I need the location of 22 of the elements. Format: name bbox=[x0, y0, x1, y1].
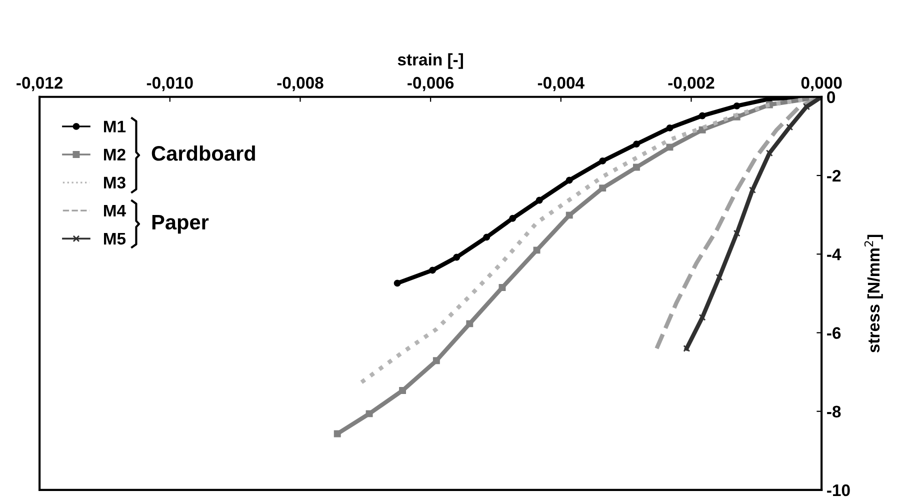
legend-label: M1 bbox=[104, 120, 126, 132]
x-tick-label: -0,004 bbox=[538, 76, 584, 92]
y-tick-label: 0 bbox=[827, 91, 836, 104]
y-axis-title: stress [N/mm$^{2}$] bbox=[864, 234, 883, 352]
y-tick-label: -4 bbox=[827, 248, 842, 260]
annotation: Cardboard bbox=[152, 146, 255, 161]
x-tick-label: -0,010 bbox=[146, 76, 193, 92]
x-tick-label: -0,012 bbox=[16, 76, 63, 92]
legend-label: M2 bbox=[104, 148, 126, 160]
annotation: Paper bbox=[152, 215, 209, 234]
y-tick-label: -8 bbox=[827, 406, 841, 418]
y-tick-label: -6 bbox=[827, 327, 841, 339]
x-tick-label: -0,008 bbox=[277, 76, 324, 92]
legend-label: M3 bbox=[104, 176, 126, 189]
legend-label: M4 bbox=[104, 204, 126, 216]
x-tick-label: -0,006 bbox=[408, 76, 454, 92]
legend-label: M5 bbox=[104, 232, 126, 245]
y-tick-label: -2 bbox=[827, 170, 841, 182]
x-tick-label: -0,002 bbox=[668, 76, 714, 92]
y-tick-label: -10 bbox=[827, 484, 850, 496]
x-axis-title: strain [-] bbox=[398, 53, 463, 69]
x-tick-label: 0,000 bbox=[801, 76, 842, 92]
